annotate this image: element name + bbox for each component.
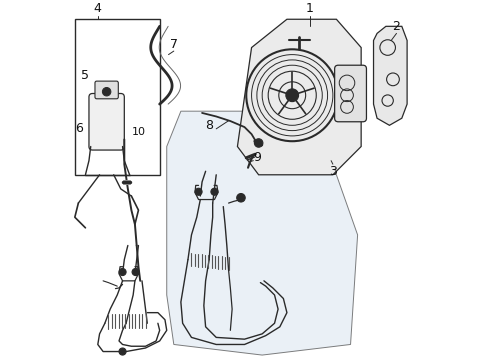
Text: 7: 7: [169, 37, 178, 50]
Circle shape: [119, 348, 126, 355]
Polygon shape: [166, 111, 357, 355]
Text: 1: 1: [305, 2, 313, 15]
Circle shape: [254, 139, 263, 147]
Text: 4: 4: [94, 2, 102, 15]
Circle shape: [236, 194, 244, 202]
Text: 8: 8: [205, 119, 213, 132]
Text: 6: 6: [75, 122, 82, 135]
Circle shape: [285, 89, 298, 102]
Circle shape: [210, 188, 218, 195]
Text: 9: 9: [252, 150, 260, 163]
Text: 3: 3: [328, 165, 336, 178]
Circle shape: [102, 87, 111, 96]
Text: 5: 5: [81, 69, 89, 82]
Polygon shape: [373, 26, 407, 125]
FancyBboxPatch shape: [95, 81, 118, 99]
Text: 2: 2: [392, 20, 400, 33]
Circle shape: [119, 269, 126, 275]
Text: 10: 10: [131, 127, 145, 138]
Polygon shape: [237, 19, 361, 175]
FancyBboxPatch shape: [75, 19, 160, 175]
Circle shape: [195, 188, 202, 195]
FancyBboxPatch shape: [334, 65, 366, 122]
FancyBboxPatch shape: [89, 94, 124, 150]
Circle shape: [132, 269, 139, 275]
